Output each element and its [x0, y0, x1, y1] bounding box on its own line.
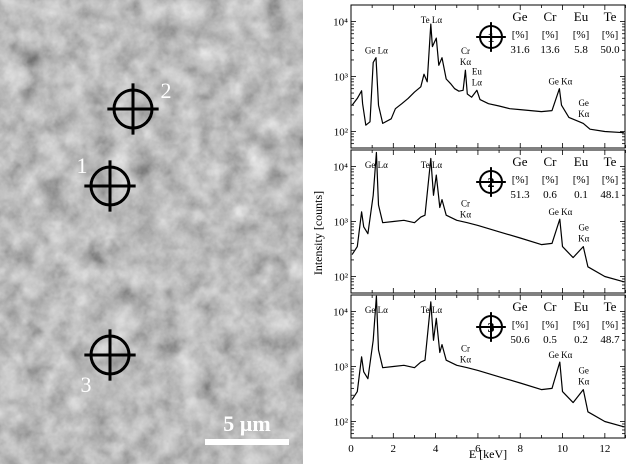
- peak-annotation: Cr Kα: [460, 344, 471, 365]
- peak-annotation: Ge Lα: [365, 160, 388, 170]
- y-tick-label: 10²: [334, 126, 349, 138]
- y-tick-label: 10⁴: [333, 307, 348, 319]
- table-value: 31.6: [510, 44, 530, 56]
- peak-annotation: Ge Lα: [365, 305, 388, 315]
- sem-marker-3: [84, 329, 136, 381]
- peak-annotation: Te Lα: [421, 160, 443, 170]
- sem-marker-2: [107, 83, 159, 135]
- table-unit: [%]: [602, 174, 619, 186]
- table-header: Eu: [574, 9, 589, 24]
- table-header: Cr: [544, 299, 558, 314]
- peak-annotation: Ge Kα: [548, 207, 572, 217]
- x-axis-title: E [keV]: [469, 447, 507, 461]
- peak-annotation: Ge Kα: [548, 350, 572, 360]
- peak-annotation: Cr Kα: [460, 199, 471, 220]
- y-tick-label: 10⁴: [333, 17, 348, 29]
- table-header: Te: [604, 9, 617, 24]
- panel-marker-icon: [476, 312, 506, 342]
- x-tick-label: 4: [433, 443, 439, 455]
- sem-marker-label: 3: [81, 372, 92, 397]
- peak-annotation: Ge Lα: [365, 46, 388, 56]
- table-header: Ge: [512, 299, 527, 314]
- y-tick-label: 10⁴: [333, 162, 348, 174]
- table-value: 48.1: [600, 189, 619, 201]
- scale-bar-label: 5 µm: [223, 411, 271, 436]
- table-header: Cr: [544, 154, 558, 169]
- peak-annotation: Ge Kα: [578, 98, 589, 119]
- table-unit: [%]: [542, 29, 559, 41]
- panel-marker-label: 2: [488, 176, 495, 191]
- spectrum-line: [351, 23, 624, 134]
- x-tick-label: 12: [599, 443, 610, 455]
- table-header: Ge: [512, 154, 527, 169]
- y-axis-title: Intensity [counts]: [311, 191, 325, 275]
- table-header: Te: [604, 299, 617, 314]
- table-value: 0.2: [574, 334, 588, 346]
- sem-marker-label: 1: [77, 153, 88, 178]
- panel-marker-icon: [476, 167, 506, 197]
- table-value: 0.1: [574, 189, 588, 201]
- y-tick-label: 10³: [334, 72, 349, 84]
- spectrum-panel-2: 10² 10³ 10⁴ Ge Lα Te Lα Cr Kα Ge Kα Ge Kα 2 Ge Cr Eu T…: [333, 149, 626, 294]
- peak-annotation: Ge Kα: [578, 223, 589, 244]
- table-header: Cr: [544, 9, 558, 24]
- table-value: 50.6: [510, 334, 530, 346]
- peak-annotation: Ge Kα: [578, 366, 589, 387]
- x-tick-label: 8: [517, 443, 523, 455]
- table-value: 0.5: [543, 334, 557, 346]
- y-tick-label: 10³: [334, 362, 349, 374]
- spectrum-panel-3: 10² 10³ 10⁴ Ge Lα Te Lα Cr Kα Ge Kα Ge Kα 3 Ge Cr Eu T…: [333, 294, 626, 439]
- peak-annotation: Te Lα: [421, 305, 443, 315]
- panel-marker-icon: [476, 22, 506, 52]
- table-unit: [%]: [512, 174, 529, 186]
- table-value: 5.8: [574, 44, 588, 56]
- table-header: Eu: [574, 299, 589, 314]
- table-header: Ge: [512, 9, 527, 24]
- table-unit: [%]: [512, 319, 529, 331]
- peak-annotation: Eu Lα: [472, 66, 483, 87]
- x-tick-label: 2: [391, 443, 397, 455]
- spectrum-line: [351, 295, 625, 428]
- table-unit: [%]: [573, 29, 590, 41]
- x-tick-label: 10: [557, 443, 569, 455]
- table-unit: [%]: [542, 319, 559, 331]
- table-unit: [%]: [512, 29, 529, 41]
- table-unit: [%]: [573, 319, 590, 331]
- peak-annotation: Cr Kα: [460, 46, 471, 67]
- table-unit: [%]: [602, 319, 619, 331]
- x-tick-label: 6: [475, 443, 481, 455]
- y-tick-label: 10²: [334, 271, 349, 283]
- y-tick-label: 10³: [334, 217, 349, 229]
- panel-marker-label: 3: [488, 321, 495, 336]
- table-unit: [%]: [573, 174, 590, 186]
- table-value: 50.0: [600, 44, 620, 56]
- sem-marker-1: [84, 160, 136, 212]
- table-header: Eu: [574, 154, 589, 169]
- table-value: 13.6: [540, 44, 560, 56]
- table-value: 51.3: [510, 189, 530, 201]
- panel-marker-label: 1: [488, 31, 495, 46]
- peak-annotation: Ge Kα: [548, 77, 572, 87]
- scale-bar: [205, 439, 289, 445]
- table-header: Te: [604, 154, 617, 169]
- peak-annotation: Te Lα: [421, 15, 443, 25]
- x-tick-label: 0: [348, 443, 354, 455]
- table-value: 48.7: [600, 334, 620, 346]
- table-value: 0.6: [543, 189, 557, 201]
- sem-micrograph: 2 1 3 5 µm: [0, 0, 303, 464]
- y-tick-label: 10²: [334, 416, 349, 428]
- table-unit: [%]: [542, 174, 559, 186]
- table-unit: [%]: [602, 29, 619, 41]
- spectrum-line: [351, 151, 625, 283]
- sem-marker-label: 2: [161, 78, 172, 103]
